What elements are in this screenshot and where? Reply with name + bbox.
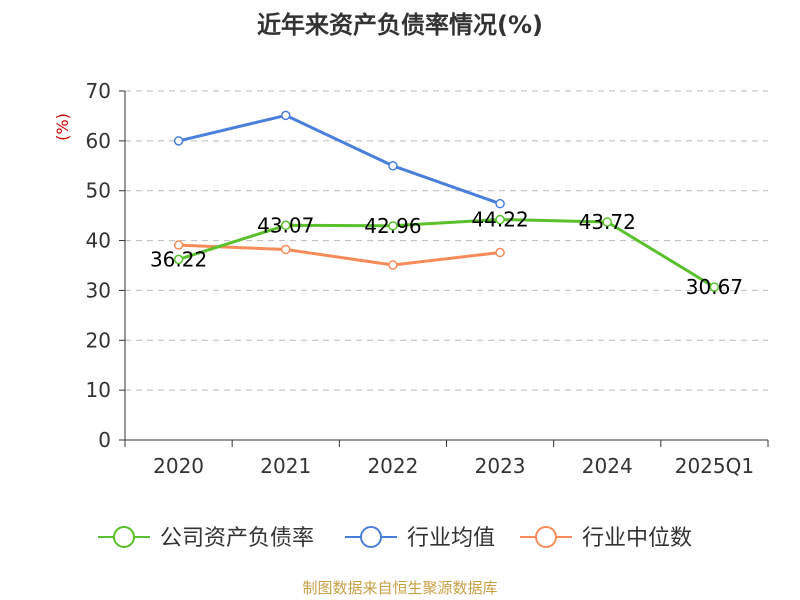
data-point	[281, 220, 291, 231]
data-point	[173, 240, 184, 250]
data-labels: 36.22 43.07 42.96 44.22 43.72 30.67	[150, 208, 743, 300]
y-tick-label: 30	[86, 278, 111, 302]
data-label: 43.07	[257, 213, 314, 237]
series-line-2	[178, 243, 501, 267]
y-tick-label: 10	[86, 378, 111, 402]
x-axis-ticks: 2020 2021 2022 2023 2024 2025Q1	[124, 440, 769, 478]
data-label: 43.72	[579, 210, 636, 234]
data-point	[602, 217, 612, 227]
data-point	[388, 260, 398, 270]
data-point	[388, 221, 398, 231]
data-point	[388, 161, 398, 171]
source-note: 制图数据来自恒生聚源数据库	[302, 579, 497, 597]
legend-label: 公司资产负债率	[160, 526, 314, 551]
y-axis-ticks: 0 10 20 30 40 50 60 70	[86, 79, 125, 452]
y-tick-label: 20	[86, 328, 111, 352]
data-point	[281, 110, 291, 121]
data-label: 42.96	[364, 214, 421, 238]
series-line-0	[178, 218, 716, 289]
grid-lines	[125, 90, 768, 391]
data-point	[173, 254, 184, 265]
y-tick-label: 60	[86, 129, 111, 153]
data-point	[709, 282, 720, 292]
x-tick-label: 2024	[582, 454, 633, 478]
legend: 公司资产负债率 行业均值 行业中位数	[98, 526, 692, 551]
data-point	[495, 247, 505, 258]
axes	[124, 91, 768, 441]
y-tick-label: 70	[86, 79, 111, 103]
data-point	[495, 198, 505, 209]
series-layer	[173, 110, 720, 292]
data-point	[281, 244, 291, 255]
data-point	[173, 136, 184, 146]
data-label: 30.67	[686, 275, 743, 299]
legend-swatch-marker	[535, 526, 557, 548]
y-tick-label: 40	[86, 229, 111, 253]
data-point	[495, 214, 505, 225]
legend-swatch-marker	[360, 526, 382, 548]
y-tick-label: 50	[86, 179, 111, 203]
legend-swatch-marker	[113, 526, 135, 548]
y-axis-unit-label: (%)	[53, 113, 72, 141]
data-label: 36.22	[150, 247, 207, 271]
legend-label: 行业中位数	[582, 526, 692, 551]
data-label: 44.22	[471, 208, 528, 232]
x-tick-label: 2023	[475, 454, 526, 478]
x-tick-label: 2022	[367, 454, 418, 478]
legend-label: 行业均值	[407, 526, 495, 551]
y-tick-label: 0	[98, 428, 111, 452]
x-tick-label: 2020	[153, 454, 204, 478]
x-tick-label: 2021	[260, 454, 311, 478]
chart-title: 近年来资产负债率情况(%)	[257, 11, 543, 39]
series-line-1	[178, 113, 501, 206]
x-tick-label: 2025Q1	[675, 454, 754, 478]
